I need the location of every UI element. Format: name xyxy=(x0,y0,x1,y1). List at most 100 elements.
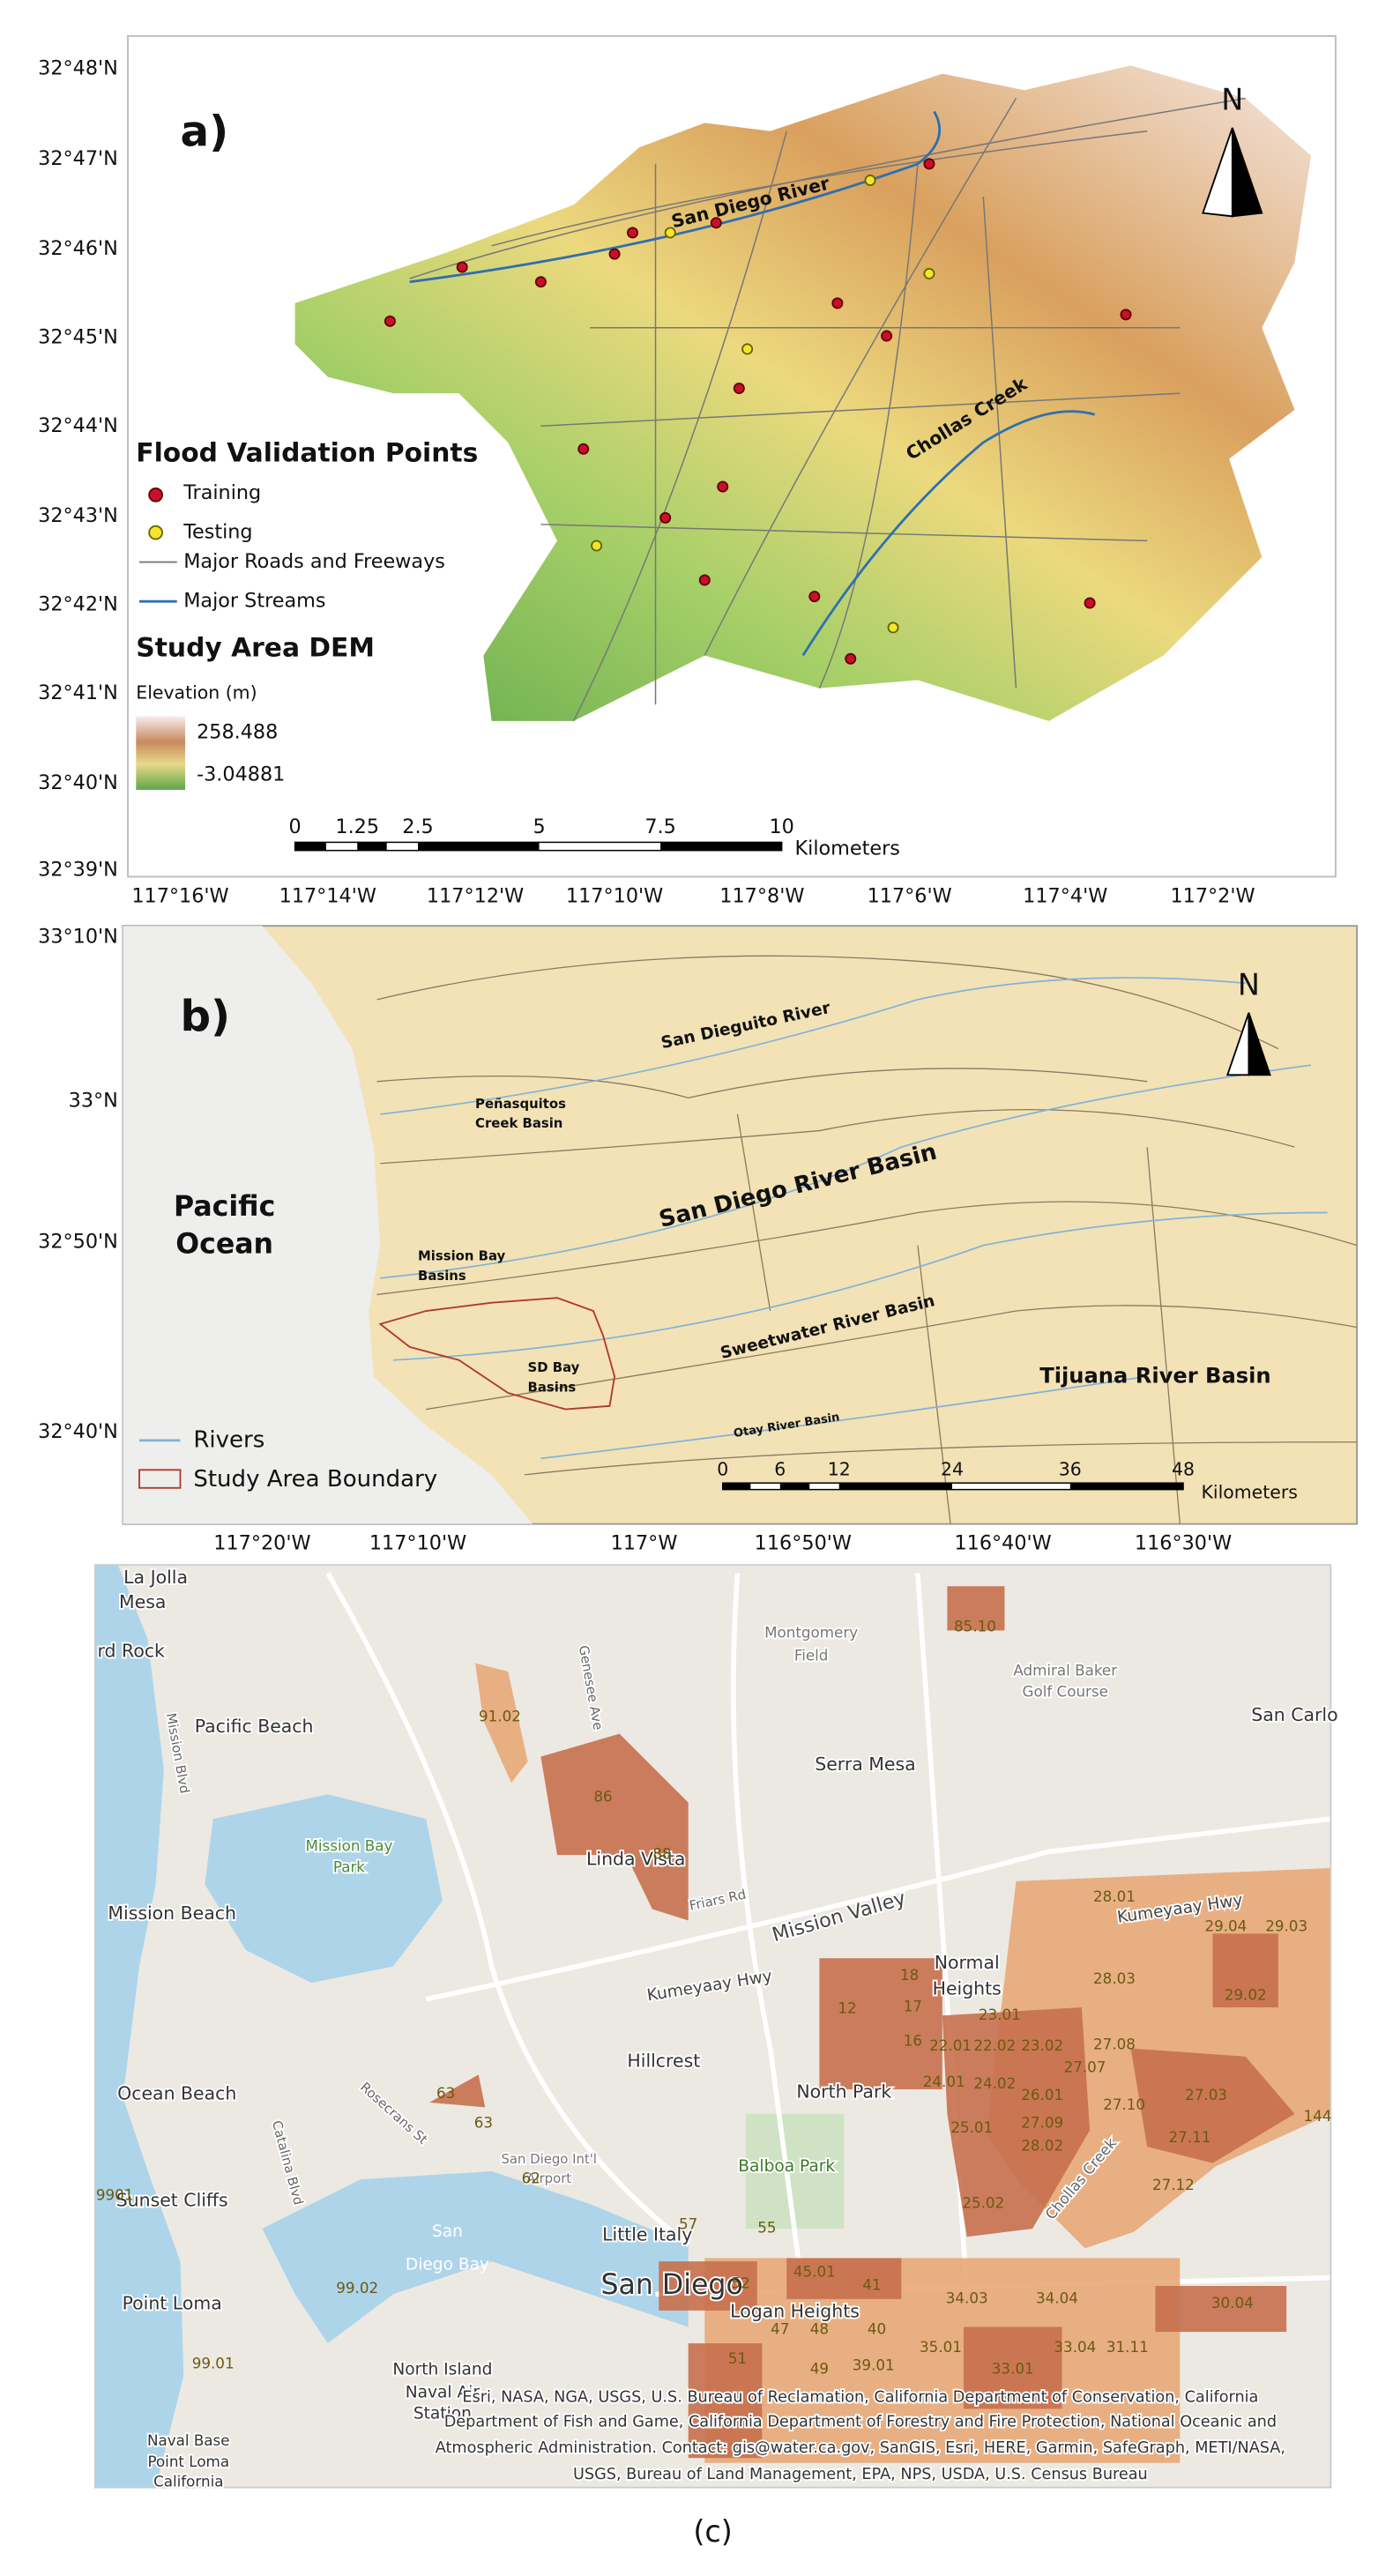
lat-label: 32°47'N xyxy=(38,147,118,170)
north-label: N xyxy=(1221,83,1243,117)
tract-label: 28.01 xyxy=(1093,1887,1136,1905)
basin-label: Tijuana River Basin xyxy=(1039,1363,1270,1388)
lon-label: 117°20'W xyxy=(213,1531,310,1554)
tract-label: 22.01 xyxy=(929,2036,972,2054)
legend-item: Study Area Boundary xyxy=(193,1466,437,1493)
lat-label: 32°48'N xyxy=(38,57,118,80)
place-label: San xyxy=(432,2222,463,2241)
mission-bay xyxy=(205,1794,443,1984)
tract-label: 27.11 xyxy=(1169,2128,1211,2146)
tract-label: 9901 xyxy=(96,2185,134,2203)
tract-label: 30.04 xyxy=(1211,2294,1254,2312)
lon-label: 117°12'W xyxy=(427,884,524,907)
tract-label: 31.11 xyxy=(1106,2338,1149,2356)
scale-tick-label: 5 xyxy=(533,815,545,838)
tract-label: 27.07 xyxy=(1064,2058,1106,2075)
place-label: Mission Bay xyxy=(305,1836,392,1854)
tract-label: 22.02 xyxy=(973,2036,1016,2054)
legend-boundary-symbol xyxy=(138,1469,182,1489)
place-label: Linda Vista xyxy=(586,1849,685,1870)
study-area-outline xyxy=(378,1297,616,1411)
lat-label: 33°N xyxy=(69,1090,118,1113)
place-label: Naval Air xyxy=(406,2383,480,2401)
tract-label: 29.04 xyxy=(1204,1917,1247,1934)
north-arrow-half xyxy=(1202,127,1233,218)
dem-colorbar xyxy=(136,716,186,790)
place-label: Diego Bay xyxy=(406,2255,489,2274)
attribution: Atmospheric Administration. Contact: gis… xyxy=(436,2439,1285,2457)
legend-item: Training xyxy=(183,481,261,504)
tract-label: 25.01 xyxy=(950,2118,993,2136)
tract-label: 62 xyxy=(522,2170,540,2187)
tract-label: 63 xyxy=(474,2113,493,2131)
lon-label: 117°16'W xyxy=(131,884,228,907)
place-label: San Diego xyxy=(600,2269,742,2301)
place-label: San Carlo xyxy=(1251,1704,1337,1725)
basin-label: Creek Basin xyxy=(475,1115,562,1131)
tract-label: 51 xyxy=(728,2349,747,2367)
legend-item: Rivers xyxy=(193,1426,264,1453)
attribution: Department of Fish and Game, California … xyxy=(444,2413,1277,2431)
place-label: Balboa Park xyxy=(738,2157,835,2176)
attribution: USGS, Bureau of Land Management, EPA, NP… xyxy=(573,2466,1148,2483)
scale-tick-label: 7.5 xyxy=(644,815,675,838)
tract-label: 33.04 xyxy=(1054,2338,1096,2356)
place-label: Airport xyxy=(526,2170,571,2186)
place-label: North Park xyxy=(796,2081,891,2103)
tract-label: 91.02 xyxy=(479,1708,521,1725)
place-label: Ocean Beach xyxy=(117,2083,236,2104)
tract-label: 85.10 xyxy=(954,1617,996,1634)
lon-label: 116°30'W xyxy=(1135,1531,1232,1554)
tract-label: 16 xyxy=(904,2032,922,2050)
tract-label: 18 xyxy=(900,1966,919,1984)
scale-tick-label: 10 xyxy=(769,815,793,838)
legend-title: Flood Validation Points xyxy=(136,437,478,468)
scale-tick-label: 36 xyxy=(1059,1458,1082,1479)
lat-label: 32°40'N xyxy=(38,771,118,794)
scale-tick-label: 12 xyxy=(828,1458,851,1479)
san-diego-bay xyxy=(262,2170,689,2344)
basin-boundaries xyxy=(376,955,1358,1524)
tract-label: 27.08 xyxy=(1093,2035,1136,2052)
place-label: Park xyxy=(333,1858,365,1876)
dem-title: Study Area DEM xyxy=(136,633,375,664)
ocean-label: Pacific xyxy=(174,1191,275,1223)
tract-label: 24.02 xyxy=(973,2074,1016,2092)
lat-label: 32°41'N xyxy=(38,681,118,704)
legend-item: Testing xyxy=(183,521,252,544)
place-label: Logan Heights xyxy=(730,2301,860,2322)
dem-area xyxy=(294,65,1312,721)
north-arrow-b-half xyxy=(1225,1012,1250,1076)
lon-label: 116°50'W xyxy=(755,1531,852,1554)
lon-label: 117°10'W xyxy=(369,1531,466,1554)
legend-item: Major Streams xyxy=(183,590,325,613)
place-label: Admiral Baker xyxy=(1013,1661,1117,1679)
tract-label: 23.01 xyxy=(979,2006,1021,2023)
basin-label: SD Bay xyxy=(528,1359,580,1375)
legend-item: Major Roads and Freeways xyxy=(183,550,445,573)
place-label: Normal xyxy=(935,1952,1000,1973)
tract-label: 41 xyxy=(862,2275,881,2293)
place-label: Pacific Beach xyxy=(195,1716,314,1737)
lon-label: 116°40'W xyxy=(954,1531,1051,1554)
tract-label: 28.02 xyxy=(1021,2137,1063,2155)
tract-label: 48 xyxy=(810,2320,829,2338)
caption: (c) xyxy=(693,2514,732,2549)
tract-label: 86 xyxy=(593,1788,612,1805)
lon-label: 117°14'W xyxy=(279,884,376,907)
ocean-b xyxy=(123,926,533,1524)
scale-unit: Kilometers xyxy=(1202,1481,1298,1502)
panel-label: a) xyxy=(180,107,228,156)
tract-label: 34.03 xyxy=(946,2289,988,2306)
scale-tick-label: 0 xyxy=(717,1458,728,1479)
scale-tick-label: 2.5 xyxy=(402,815,433,838)
tract-label: 57 xyxy=(679,2215,697,2233)
scale-bar-b xyxy=(721,1482,1184,1491)
scale-tick-label: 1.25 xyxy=(335,815,379,838)
place-label: Golf Course xyxy=(1023,1683,1108,1701)
scale-tick-label: 6 xyxy=(774,1458,786,1479)
panel-c-frame xyxy=(93,1564,1332,2489)
lon-label: 117°8'W xyxy=(719,884,804,907)
tract-label: 25.02 xyxy=(962,2194,1004,2212)
